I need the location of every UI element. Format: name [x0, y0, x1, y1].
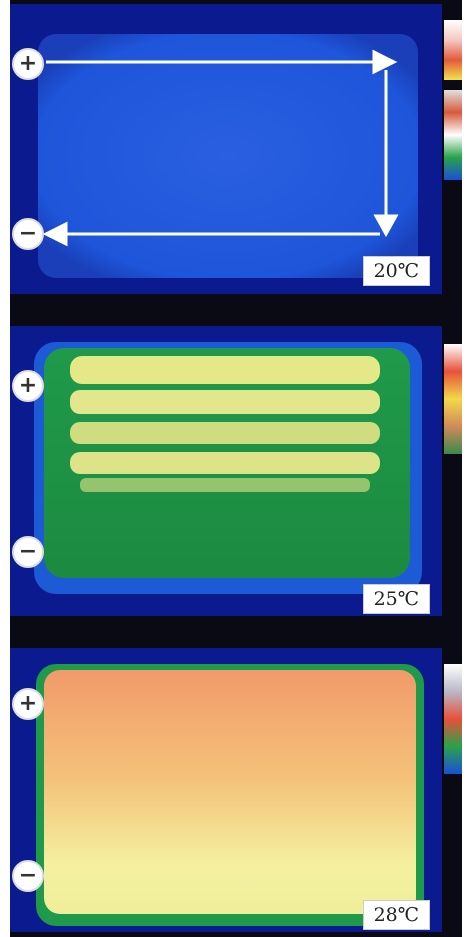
color-scale-bar	[444, 664, 462, 774]
thermal-panel-20: + − 20℃	[10, 4, 442, 294]
plus-terminal-icon: +	[12, 48, 44, 80]
minus-terminal-icon: −	[12, 536, 44, 568]
minus-terminal-icon: −	[12, 218, 44, 250]
thermal-panel-25: + − 25℃	[10, 326, 442, 616]
plus-terminal-icon: +	[12, 688, 44, 720]
color-scale-bar	[444, 90, 462, 180]
color-scale-bar	[444, 20, 462, 80]
thermal-heatmap-28	[36, 664, 424, 926]
thermal-heatmap-20	[38, 34, 418, 278]
temperature-label: 25℃	[362, 584, 430, 614]
minus-terminal-icon: −	[12, 860, 44, 892]
color-scale-bar	[444, 344, 462, 454]
current-path-arrow-icon	[42, 49, 399, 247]
temperature-label: 28℃	[362, 900, 430, 930]
temperature-label: 20℃	[362, 256, 430, 286]
plus-terminal-icon: +	[12, 370, 44, 402]
thermal-heatmap-25	[34, 342, 422, 594]
thermal-panel-28: + − 28℃	[10, 648, 442, 932]
